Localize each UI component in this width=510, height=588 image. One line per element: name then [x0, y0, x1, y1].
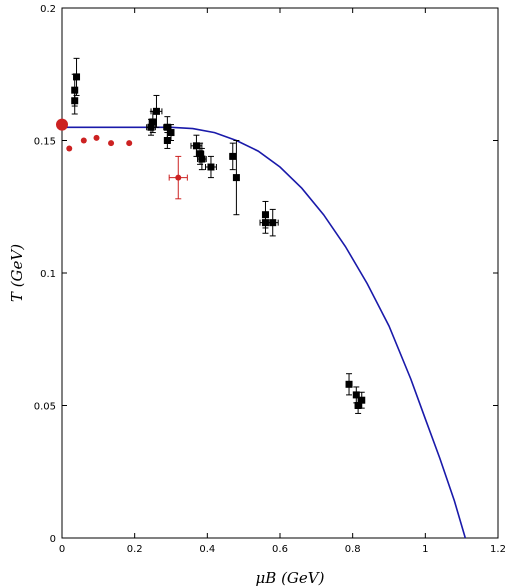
circle-marker [56, 118, 68, 131]
square-marker [198, 155, 206, 163]
square-marker [192, 142, 200, 150]
data-point [93, 134, 100, 141]
square-marker [73, 73, 81, 81]
y-tick-label: 0.2 [40, 4, 56, 15]
data-point [150, 94, 163, 128]
data-point [266, 208, 279, 237]
data-point [168, 155, 188, 200]
model-curve [62, 126, 467, 539]
data-point [56, 118, 68, 131]
y-axis-ticks: 0 0.05 0.1 0.15 0.2 [34, 4, 498, 545]
square-marker [352, 391, 360, 399]
square-marker [149, 118, 157, 126]
circle-marker [80, 137, 87, 144]
square-marker [354, 402, 362, 409]
square-marker [196, 150, 204, 158]
square-marker [269, 219, 277, 227]
x-axis-label: μB (GeV) [256, 569, 325, 587]
square-marker [147, 123, 155, 131]
x-tick-label: 0.8 [345, 544, 361, 555]
y-tick-label: 0.05 [34, 402, 56, 413]
square-marker [167, 129, 175, 137]
x-tick-label: 1.2 [490, 544, 506, 555]
x-axis-ticks: 0 0.2 0.4 0.6 0.8 1 1.2 [59, 8, 506, 555]
square-marker [71, 97, 79, 105]
square-marker [163, 137, 171, 144]
circle-marker [175, 174, 182, 181]
series-layer [56, 57, 366, 414]
data-point [232, 140, 240, 216]
circle-marker [126, 140, 133, 147]
square-marker [163, 123, 171, 131]
data-point [71, 87, 79, 115]
x-tick-label: 0.6 [272, 544, 288, 555]
square-marker [345, 380, 353, 388]
data-point [66, 145, 73, 152]
curve-layer [62, 126, 467, 539]
data-point [205, 155, 217, 179]
y-tick-label: 0 [50, 534, 56, 545]
square-marker [207, 163, 215, 171]
square-marker [152, 107, 160, 115]
square-marker [358, 396, 366, 404]
y-axis-label: T (GeV) [8, 244, 26, 302]
data-point [197, 147, 207, 171]
x-tick-label: 0.2 [127, 544, 143, 555]
y-tick-label: 0.15 [34, 137, 56, 148]
data-point [126, 140, 133, 147]
square-marker [229, 152, 237, 160]
x-tick-label: 1 [422, 544, 428, 555]
square-marker [232, 174, 240, 182]
circle-marker [66, 145, 73, 152]
plot-frame [61, 7, 499, 539]
circle-marker [108, 140, 115, 147]
data-point [229, 142, 237, 171]
square-marker [261, 219, 269, 227]
data-point [80, 137, 87, 144]
data-point [167, 124, 175, 141]
circle-marker [93, 134, 100, 141]
x-tick-label: 0 [59, 544, 65, 555]
y-tick-label: 0.1 [40, 269, 56, 280]
data-point [108, 140, 115, 147]
x-tick-label: 0.4 [199, 544, 215, 555]
data-point [358, 391, 366, 409]
data-point [345, 373, 353, 396]
